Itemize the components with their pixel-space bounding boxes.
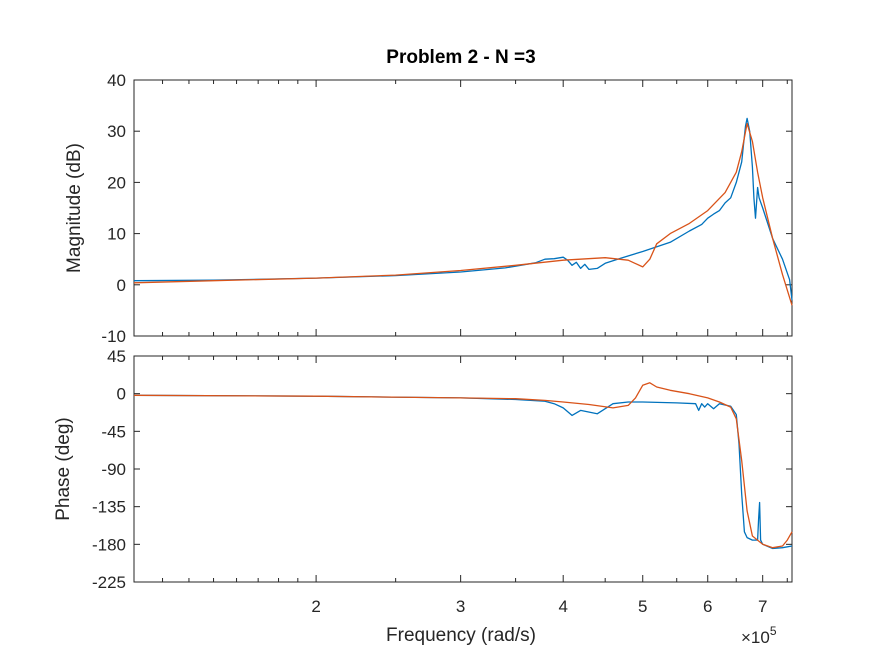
- phase-ytick-label: -45: [101, 422, 126, 441]
- phase-axes-frame: [133, 355, 793, 583]
- magnitude-ticks: -10 0 10 20 30 40: [101, 71, 792, 346]
- x-tick-label: 7: [758, 597, 767, 616]
- magnitude-ytick-label: 10: [107, 225, 126, 244]
- phase-ytick-label: -90: [101, 460, 126, 479]
- phase-ticks: -225 -180 -135 -90 -45 0 45: [92, 347, 792, 592]
- phase-ytick-label: 0: [117, 385, 126, 404]
- magnitude-ytick-label: 0: [117, 276, 126, 295]
- magnitude-ytick-label: 30: [107, 122, 126, 141]
- phase-plot: -225 -180 -135 -90 -45 0 45 Phase (deg): [53, 347, 793, 592]
- magnitude-series-1-line: [133, 117, 793, 301]
- phase-ylabel: Phase (deg): [53, 417, 74, 521]
- magnitude-ytick-label: 20: [107, 173, 126, 192]
- phase-series-2-line: [133, 382, 793, 549]
- magnitude-axes-frame: [133, 79, 793, 337]
- magnitude-plot: -10 0 10 20 30 40 Magnitude (dB): [64, 71, 793, 346]
- x-exponent-base: ×10: [741, 628, 770, 647]
- magnitude-series: [133, 117, 793, 306]
- chart-title: Problem 2 - N =3: [386, 47, 535, 68]
- phase-ytick-label: -225: [92, 573, 126, 592]
- x-exponent-power: 5: [770, 624, 777, 638]
- x-tick-label: 4: [558, 597, 567, 616]
- magnitude-ytick-label: -10: [101, 327, 126, 346]
- phase-ytick-label: -135: [92, 498, 126, 517]
- magnitude-series-2-line: [133, 122, 793, 306]
- phase-ytick-label: -180: [92, 535, 126, 554]
- phase-ytick-label: 45: [107, 347, 126, 366]
- phase-series: [133, 382, 793, 550]
- x-tick-label: 3: [456, 597, 465, 616]
- x-axis-label: Frequency (rad/s): [386, 625, 536, 646]
- phase-series-1-line: [133, 394, 793, 550]
- x-axis-ticks: 2 3 4 5 6 7: [311, 597, 767, 616]
- x-tick-label: 5: [638, 597, 647, 616]
- magnitude-ytick-label: 40: [107, 71, 126, 90]
- x-tick-label: 2: [311, 597, 320, 616]
- x-exponent-label: ×105: [741, 624, 777, 647]
- magnitude-ylabel: Magnitude (dB): [64, 143, 85, 273]
- x-tick-label: 6: [703, 597, 712, 616]
